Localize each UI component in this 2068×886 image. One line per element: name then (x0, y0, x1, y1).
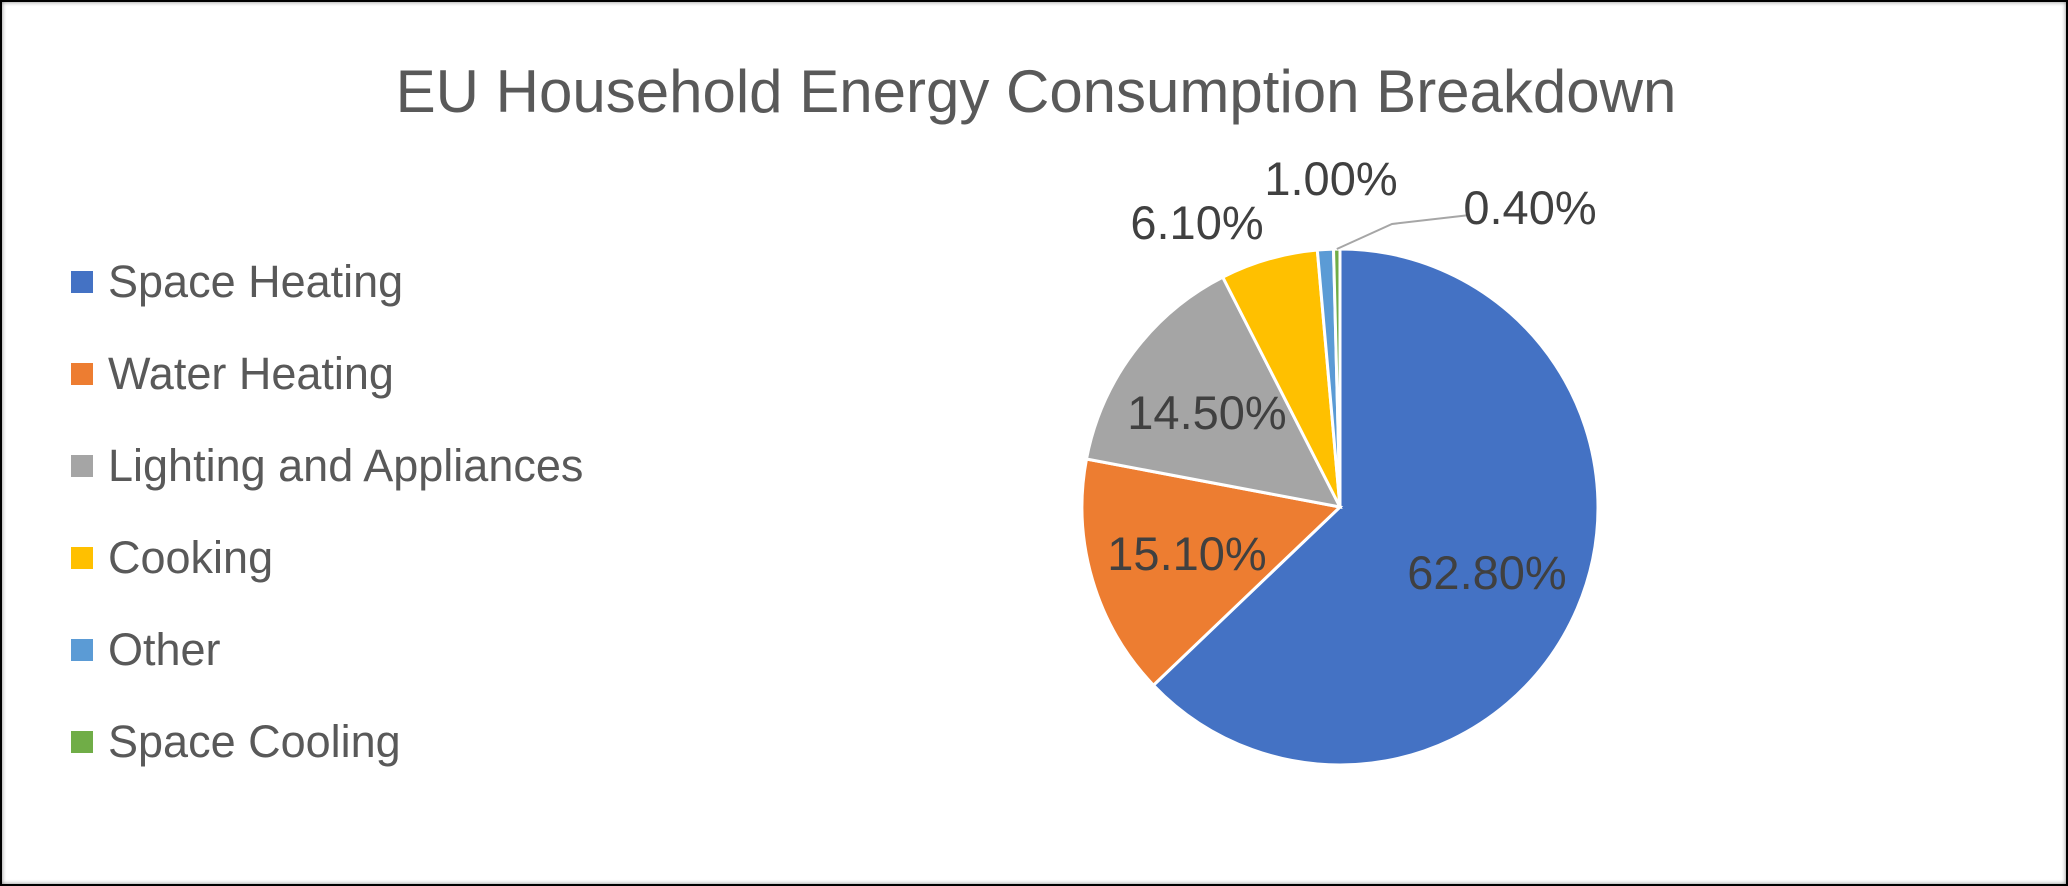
svg-text:14.50%: 14.50% (1127, 386, 1286, 439)
svg-text:15.10%: 15.10% (1107, 527, 1266, 580)
svg-text:1.00%: 1.00% (1264, 152, 1397, 205)
svg-text:62.80%: 62.80% (1407, 546, 1566, 599)
svg-text:0.40%: 0.40% (1463, 181, 1596, 234)
svg-text:6.10%: 6.10% (1130, 196, 1263, 249)
